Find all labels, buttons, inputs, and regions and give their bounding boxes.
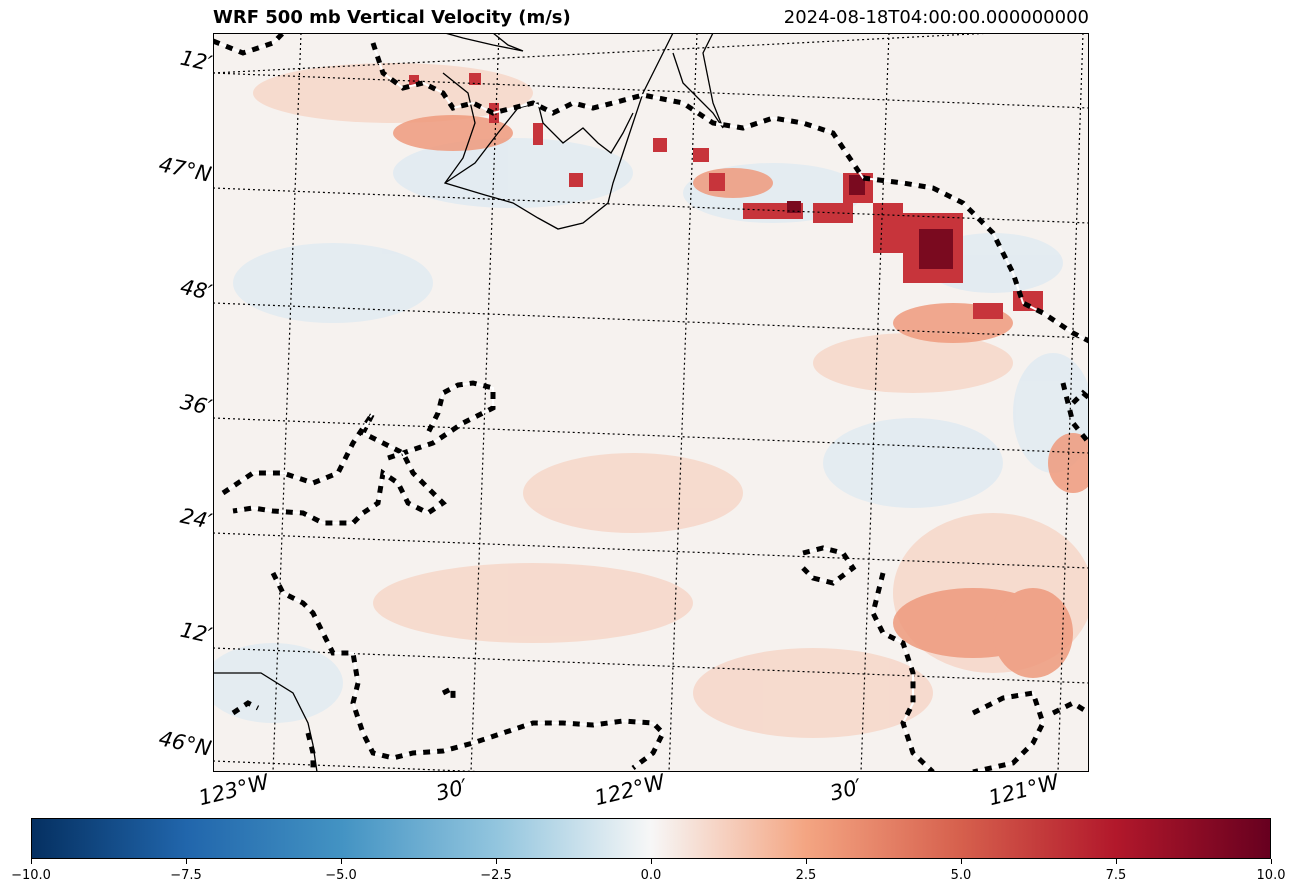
colorbar-tick-mark <box>651 859 652 864</box>
field-peak-updrafts <box>787 175 953 269</box>
colorbar-tick-mark <box>31 859 32 864</box>
colorbar-tick-label: −5.0 <box>325 868 357 883</box>
lat-label-4: 36′ <box>177 389 214 420</box>
colorbar-tick-mark <box>1271 859 1272 864</box>
colorbar-tick-label: −2.5 <box>480 868 512 883</box>
lon-label-5: 121°W <box>986 769 1062 811</box>
map-frame <box>213 33 1089 772</box>
colorbar-tick-label: 10.0 <box>1256 868 1286 883</box>
map-panel <box>213 33 1089 772</box>
colorbar-tick-label: −10.0 <box>11 868 51 883</box>
colorbar-tick-mark <box>341 859 342 864</box>
colorbar-tick-mark <box>1116 859 1117 864</box>
lat-label-2: 47°N <box>156 152 214 187</box>
colorbar-tick-mark <box>186 859 187 864</box>
lon-label-1: 123°W <box>196 769 272 811</box>
lat-label-7: 46°N <box>156 726 214 761</box>
colorbar-tick-label: 5.0 <box>950 868 972 883</box>
map-title: WRF 500 mb Vertical Velocity (m/s) <box>213 7 571 28</box>
colorbar-tick-mark <box>806 859 807 864</box>
lat-label-5: 24′ <box>177 503 214 534</box>
lat-label-3: 48′ <box>177 274 214 305</box>
colorbar-tick-label: 7.5 <box>1105 868 1127 883</box>
colorbar-tick-mark <box>961 859 962 864</box>
coastlines <box>213 33 724 772</box>
map-timestamp: 2024-08-18T04:00:00.000000000 <box>783 7 1089 28</box>
lat-label-6: 12′ <box>177 617 214 648</box>
colorbar-tick-mark <box>496 859 497 864</box>
colorbar-tick-label: 2.5 <box>795 868 817 883</box>
graticule-meridians <box>272 33 1084 772</box>
colorbar-tick-label: −7.5 <box>170 868 202 883</box>
lon-label-2: 30′ <box>433 774 470 806</box>
graticule-parallels <box>213 33 1089 772</box>
state-boundaries <box>213 33 1089 772</box>
lon-label-4: 30′ <box>827 774 864 806</box>
colorbar <box>31 818 1271 859</box>
colorbar-tick-label: 0.0 <box>640 868 662 883</box>
lat-label-1: 12′ <box>177 45 214 76</box>
lon-label-3: 122°W <box>592 769 668 811</box>
